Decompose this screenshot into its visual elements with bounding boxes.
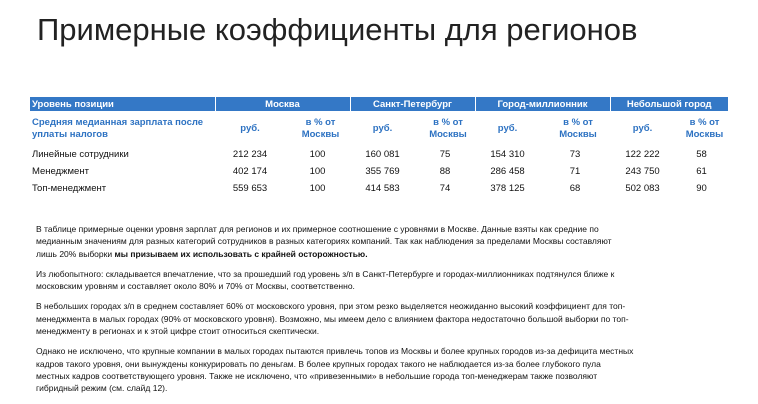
header-cell: Санкт-Петербург (349, 97, 475, 112)
text: Однако не исключено, что крупные компани… (36, 346, 634, 357)
data-cell: 502 083 (625, 183, 660, 194)
text: московским уровням и составляет около 80… (36, 281, 355, 292)
data-cell: 58 (696, 149, 707, 160)
text: менеджменту в регионах и к этой цифре ст… (36, 326, 320, 337)
salary-table: Уровень позиции Москва Санкт-Петербург Горо… (30, 97, 728, 197)
subheader-cell: в % от Москвы (540, 111, 610, 146)
data-cell: 73 (569, 149, 581, 160)
text-line: Из любопытного: складывается впечатление… (36, 268, 633, 280)
data-row: Менеджмент 402 174 100 355 769 88 286 458 71 24… (30, 163, 728, 180)
data-row: Топ-менеджмент 559 653 100 414 583 74 378 125… (30, 180, 728, 197)
paragraph: Однако не исключено, что крупные компани… (36, 345, 633, 394)
text: лишь 20% выборки (36, 248, 115, 259)
text-line: медианным значениям для разных категорий… (36, 235, 633, 247)
text: Из любопытного: складывается впечатление… (36, 268, 615, 279)
text-line: В небольших городах з/п в среднем состав… (36, 300, 633, 312)
subheader-cell: руб. (610, 111, 675, 146)
subheader-cell: в % от Москвы (675, 111, 728, 146)
header-cell: Уровень позиции (30, 97, 215, 112)
data-cell: 100 (309, 166, 326, 177)
text-line: В таблице примерные оценки уровня зарпла… (36, 223, 633, 235)
text-line: кадров такого уровня, они вынуждены конк… (36, 358, 633, 370)
text: менеджмента в малых городах (90% от моск… (36, 313, 629, 324)
data-cell: 355 769 (365, 166, 400, 177)
text-line: менеджменту в регионах и к этой цифре ст… (36, 325, 633, 337)
subheader-cell: Средняя медианная зарплата после уплаты … (30, 111, 215, 146)
text: В таблице примерные оценки уровня зарпла… (36, 224, 599, 234)
text: медианным значениям для разных категорий… (36, 236, 612, 247)
data-cell: 378 125 (490, 183, 525, 194)
subheader-cell: в % от Москвы (415, 111, 475, 146)
data-cell: 122 222 (625, 149, 660, 160)
notes: В таблице примерные оценки уровня зарпла… (36, 223, 633, 403)
data-cell: Линейные сотрудники (32, 149, 129, 160)
data-row: Линейные сотрудники 212 234 100 160 081 75 15… (30, 146, 728, 163)
header-cell: Москва (214, 97, 350, 112)
text: местных кадров соответствующего уровня. … (36, 370, 598, 381)
data-cell: 154 310 (490, 149, 525, 160)
data-cell: 212 234 (232, 149, 268, 160)
data-cell: 414 583 (365, 183, 400, 194)
data-cell: Топ-менеджмент (32, 183, 107, 194)
bold-text: мы призываем их использовать с крайней о… (114, 248, 368, 259)
data-cell: 160 081 (365, 149, 400, 160)
text: гибридный режим (см. слайд 12). (36, 383, 168, 394)
text-line: менеджмента в малых городах (90% от моск… (36, 313, 633, 325)
header-row: Уровень позиции Москва Санкт-Петербург Горо… (30, 97, 728, 112)
text: кадров такого уровня, они вынуждены конк… (36, 358, 601, 369)
data-cell: 74 (439, 183, 451, 194)
data-cell: 559 653 (232, 183, 268, 194)
data-cell: 61 (696, 166, 707, 177)
subheader-cell: руб. (475, 111, 540, 146)
data-cell: 100 (309, 149, 326, 160)
data-cell: 90 (696, 183, 707, 194)
subheader-row: Средняя медианная зарплата после уплаты … (30, 111, 728, 146)
subheader-cell: в % от Москвы (285, 111, 350, 146)
paragraph: Из любопытного: складывается впечатление… (36, 268, 633, 293)
paragraph: В небольших городах з/п в среднем состав… (36, 300, 633, 337)
slide-title: Примерные коэффициенты для регионов (37, 12, 638, 47)
data-cell: 71 (569, 166, 581, 177)
data-cell: 75 (439, 149, 451, 160)
text-line: Однако не исключено, что крупные компани… (36, 345, 633, 357)
subheader-cell: руб. (215, 111, 285, 146)
data-cell: Менеджмент (32, 166, 89, 177)
data-cell: 243 750 (625, 166, 660, 177)
data-cell: 100 (309, 183, 326, 194)
data-cell: 286 458 (490, 166, 525, 177)
text-line: московским уровням и составляет около 80… (36, 280, 633, 292)
header-cell: Небольшой город (609, 97, 728, 112)
data-cell: 402 174 (232, 166, 268, 177)
text-line: гибридный режим (см. слайд 12). (36, 382, 633, 394)
text: В небольших городах з/п в среднем состав… (36, 301, 626, 312)
text-line: лишь 20% выборки мы призываем их использ… (36, 248, 633, 260)
paragraph: В таблице примерные оценки уровня зарпла… (36, 223, 633, 260)
data-cell: 88 (439, 166, 451, 177)
text-line: местных кадров соответствующего уровня. … (36, 370, 633, 382)
subheader-cell: руб. (350, 111, 415, 146)
data-cell: 68 (569, 183, 581, 194)
header-cell: Город-миллионник (474, 97, 610, 112)
